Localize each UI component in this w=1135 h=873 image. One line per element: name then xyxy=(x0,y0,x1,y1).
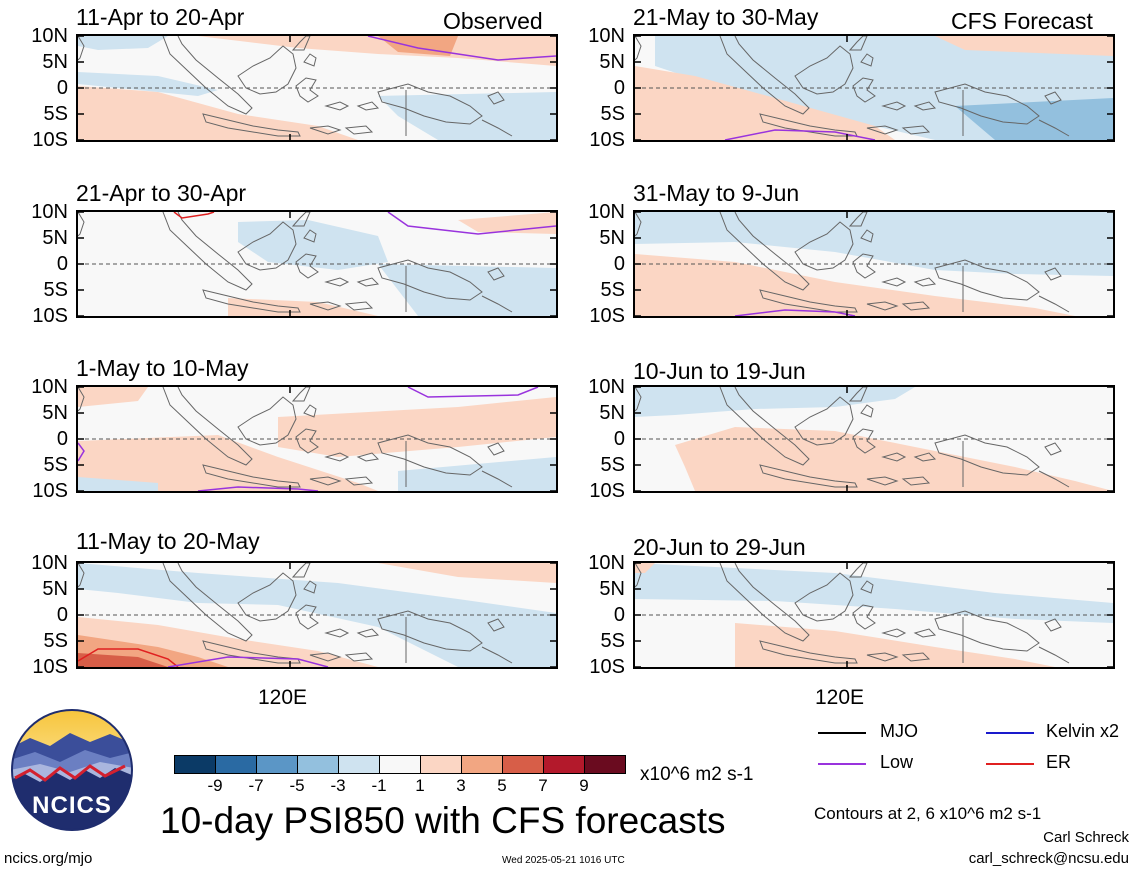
y-tick-label: 10S xyxy=(589,656,625,678)
colorbar-tick: 3 xyxy=(456,776,466,795)
colorbar-tick: 9 xyxy=(579,776,589,795)
colorbar-cell xyxy=(256,755,298,774)
colorbar-cell xyxy=(461,755,503,774)
email: carl_schreck@ncsu.edu xyxy=(968,850,1129,867)
y-tick-label: 5N xyxy=(42,402,68,424)
y-tick-label: 10N xyxy=(31,201,68,223)
legend-er-line xyxy=(986,763,1034,765)
y-tick-label: 5S xyxy=(43,279,68,301)
legend-kelvin-line xyxy=(986,732,1034,734)
y-tick-label: 5S xyxy=(43,454,68,476)
forecast-map-2 xyxy=(633,210,1115,318)
y-tick-label: 5N xyxy=(42,227,68,249)
legend-kelvin-label: Kelvin x2 xyxy=(1046,721,1120,741)
y-tick-label: 5S xyxy=(43,103,68,125)
observed-map-4 xyxy=(76,561,558,669)
panel-title-obs-1: 11-Apr to 20-Apr xyxy=(76,4,245,30)
forecast-map-3 xyxy=(633,385,1115,493)
y-tick-label: 5N xyxy=(42,51,68,73)
main-title: 10-day PSI850 with CFS forecasts xyxy=(160,800,726,841)
y-tick-label: 10S xyxy=(32,480,68,502)
colorbar-cell xyxy=(420,755,462,774)
y-tick-label: 10N xyxy=(588,25,625,47)
x-tick-120e-left: 120E xyxy=(258,686,308,709)
y-tick-label: 0 xyxy=(56,428,68,450)
y-tick-label: 10N xyxy=(31,376,68,398)
legend-mjo-label: MJO xyxy=(880,721,918,741)
legend-low-line xyxy=(818,763,866,765)
site-link[interactable]: ncics.org/mjo xyxy=(4,850,93,867)
contours-note: Contours at 2, 6 x10^6 m2 s-1 xyxy=(814,804,1042,823)
observed-map-2 xyxy=(76,210,558,318)
observed-map-1 xyxy=(76,34,558,142)
y-tick-label: 10S xyxy=(32,656,68,678)
y-tick-label: 10S xyxy=(589,129,625,151)
forecast-map-4 xyxy=(633,561,1115,669)
legend-mjo-line xyxy=(818,732,866,734)
y-tick-label: 5S xyxy=(600,454,625,476)
logo-text: NCICS xyxy=(32,792,112,819)
colorbar-tick: -3 xyxy=(330,776,346,795)
y-tick-label: 5S xyxy=(600,103,625,125)
ncics-logo: NCICS xyxy=(10,708,134,832)
colorbar-cell xyxy=(502,755,544,774)
forecast-map-1 xyxy=(633,34,1115,142)
y-tick-label: 10S xyxy=(589,305,625,327)
y-tick-label: 0 xyxy=(613,604,625,626)
legend-er-label: ER xyxy=(1046,752,1072,772)
y-tick-label: 5N xyxy=(599,402,625,424)
colorbar-tick: 1 xyxy=(415,776,425,795)
colorbar-tick: -9 xyxy=(207,776,223,795)
colorbar-cell xyxy=(543,755,585,774)
panel-label-forecast: CFS Forecast xyxy=(951,8,1093,34)
y-tick-label: 0 xyxy=(56,604,68,626)
y-tick-label: 0 xyxy=(56,253,68,275)
panel-title-obs-3: 1-May to 10-May xyxy=(76,355,249,381)
author: Carl Schreck xyxy=(1043,829,1129,846)
timestamp: Wed 2025-05-21 1016 UTC xyxy=(502,855,625,866)
colorbar-tick: -5 xyxy=(289,776,305,795)
panel-title-obs-2: 21-Apr to 30-Apr xyxy=(76,180,247,206)
panel-label-observed: Observed xyxy=(443,8,543,34)
y-tick-label: 5S xyxy=(43,630,68,652)
observed-map-3 xyxy=(76,385,558,493)
units-label: x10^6 m2 s-1 xyxy=(640,764,754,785)
y-tick-label: 5N xyxy=(42,578,68,600)
panel-title-fc-2: 31-May to 9-Jun xyxy=(633,180,800,206)
y-tick-label: 10N xyxy=(31,25,68,47)
y-tick-label: 0 xyxy=(613,77,625,99)
panel-title-fc-4: 20-Jun to 29-Jun xyxy=(633,534,806,560)
y-tick-label: 10N xyxy=(588,201,625,223)
y-tick-label: 10N xyxy=(588,376,625,398)
panel-title-fc-1: 21-May to 30-May xyxy=(633,4,819,30)
y-tick-label: 10N xyxy=(31,552,68,574)
colorbar-tick: 5 xyxy=(497,776,507,795)
y-tick-label: 10S xyxy=(32,305,68,327)
y-tick-label: 5S xyxy=(600,279,625,301)
y-tick-label: 5N xyxy=(599,578,625,600)
y-tick-label: 10S xyxy=(32,129,68,151)
y-tick-label: 5N xyxy=(599,51,625,73)
y-tick-label: 0 xyxy=(613,428,625,450)
x-tick-120e-right: 120E xyxy=(815,686,865,709)
y-tick-label: 0 xyxy=(613,253,625,275)
colorbar-cell xyxy=(584,755,626,774)
colorbar-cell xyxy=(215,755,257,774)
colorbar-cell xyxy=(297,755,339,774)
legend-low-label: Low xyxy=(880,752,914,772)
colorbar-tick: 7 xyxy=(538,776,548,795)
panel-title-fc-3: 10-Jun to 19-Jun xyxy=(633,358,806,384)
y-tick-label: 10N xyxy=(588,552,625,574)
colorbar-tick: -7 xyxy=(248,776,264,795)
y-tick-label: 10S xyxy=(589,480,625,502)
panel-title-obs-4: 11-May to 20-May xyxy=(76,528,260,554)
colorbar-cell xyxy=(174,755,216,774)
colorbar-cell xyxy=(338,755,380,774)
y-tick-label: 5N xyxy=(599,227,625,249)
y-tick-label: 0 xyxy=(56,77,68,99)
colorbar-cell xyxy=(379,755,421,774)
colorbar-tick: -1 xyxy=(371,776,387,795)
y-tick-label: 5S xyxy=(600,630,625,652)
